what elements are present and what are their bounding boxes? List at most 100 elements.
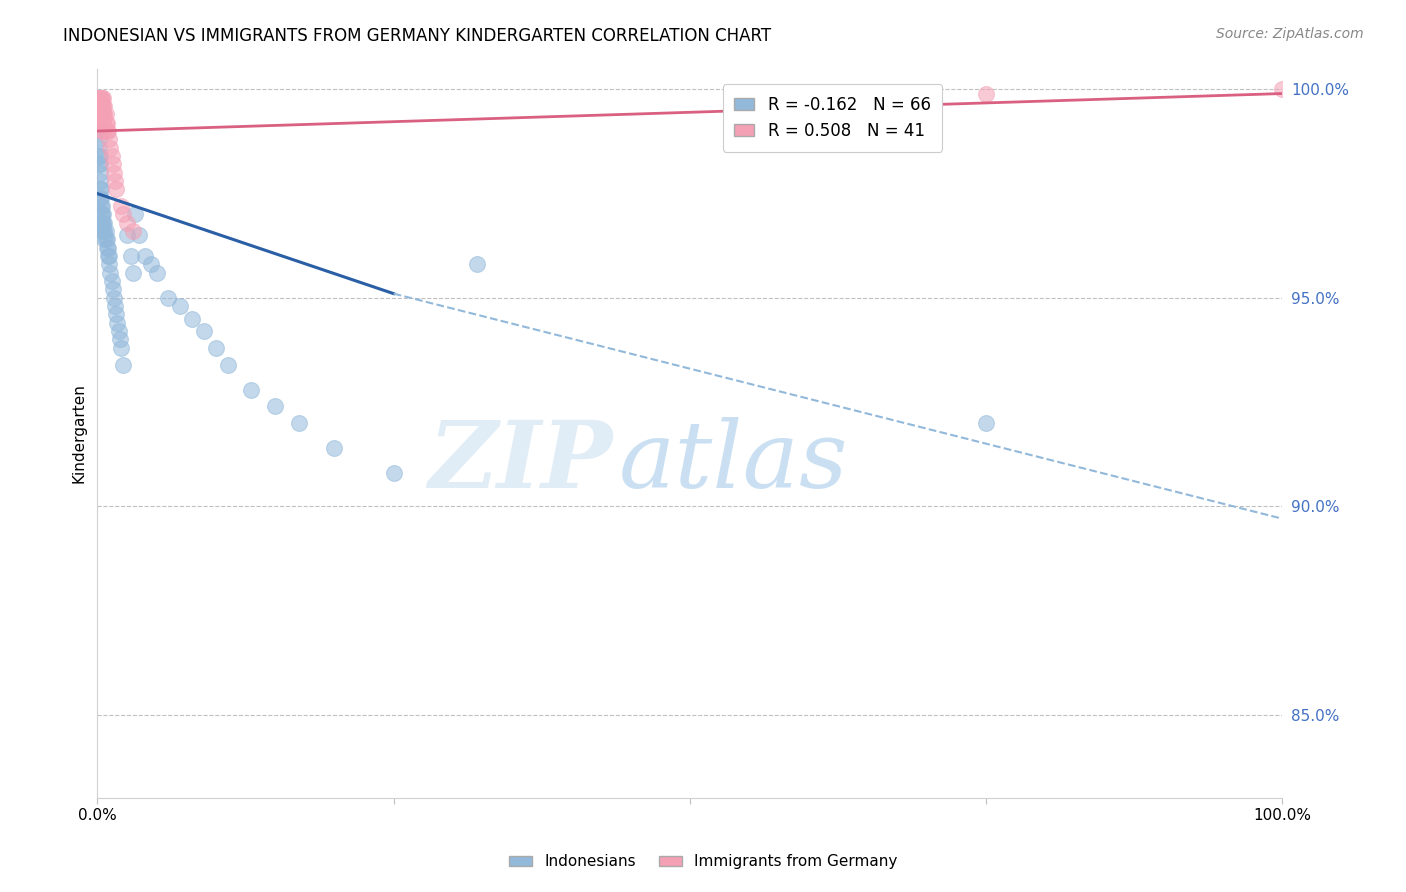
Text: INDONESIAN VS IMMIGRANTS FROM GERMANY KINDERGARTEN CORRELATION CHART: INDONESIAN VS IMMIGRANTS FROM GERMANY KI…: [63, 27, 772, 45]
Point: [91, 216, 114, 230]
Text: Source: ZipAtlas.com: Source: ZipAtlas.com: [1216, 27, 1364, 41]
Point: [105, 308, 128, 322]
Point: [90, 216, 112, 230]
Point: [110, 199, 132, 213]
Legend: Indonesians, Immigrants from Germany: Indonesians, Immigrants from Germany: [503, 848, 903, 875]
Point: [100, 141, 122, 155]
Point: [101, 283, 124, 297]
Point: [145, 266, 167, 280]
Point: [264, 399, 287, 413]
Point: [96, 116, 118, 130]
Point: [93, 99, 115, 113]
Point: [323, 441, 346, 455]
Point: [465, 257, 488, 271]
Point: [97, 124, 120, 138]
Point: [91, 199, 114, 213]
Point: [100, 266, 122, 280]
Text: atlas: atlas: [619, 417, 848, 508]
Point: [112, 207, 135, 221]
Point: [87, 124, 110, 138]
Point: [91, 107, 114, 121]
Point: [90, 191, 112, 205]
Point: [115, 228, 138, 243]
Point: [115, 216, 138, 230]
Point: [91, 91, 114, 105]
Point: [124, 207, 146, 221]
Point: [181, 311, 204, 326]
Point: [93, 107, 115, 121]
Point: [93, 232, 115, 246]
Point: [87, 132, 110, 146]
Point: [91, 99, 114, 113]
Point: [90, 107, 112, 121]
Point: [169, 299, 191, 313]
Point: [98, 249, 121, 263]
Point: [90, 99, 112, 113]
Point: [90, 199, 112, 213]
Point: [87, 141, 110, 155]
Point: [94, 107, 117, 121]
Point: [93, 216, 115, 230]
Point: [91, 224, 114, 238]
Point: [91, 124, 114, 138]
Point: [974, 416, 997, 430]
Point: [94, 116, 117, 130]
Point: [94, 224, 117, 238]
Point: [91, 116, 114, 130]
Point: [87, 107, 110, 121]
Point: [107, 324, 129, 338]
Point: [105, 182, 128, 196]
Point: [107, 316, 129, 330]
Point: [104, 174, 127, 188]
Point: [205, 341, 228, 355]
Point: [89, 191, 111, 205]
Point: [91, 116, 114, 130]
Point: [96, 241, 118, 255]
Point: [87, 116, 110, 130]
Point: [90, 182, 112, 196]
Point: [97, 249, 120, 263]
Point: [128, 228, 150, 243]
Point: [89, 157, 111, 171]
Point: [90, 91, 112, 105]
Point: [89, 174, 111, 188]
Point: [91, 207, 114, 221]
Point: [89, 116, 111, 130]
Point: [101, 157, 124, 171]
Legend: R = -0.162   N = 66, R = 0.508   N = 41: R = -0.162 N = 66, R = 0.508 N = 41: [723, 84, 942, 152]
Point: [96, 124, 118, 138]
Point: [98, 132, 121, 146]
Point: [120, 249, 142, 263]
Point: [139, 257, 162, 271]
Y-axis label: Kindergarten: Kindergarten: [72, 384, 86, 483]
Point: [122, 224, 145, 238]
Point: [89, 99, 111, 113]
Point: [89, 91, 111, 105]
Point: [288, 416, 311, 430]
Point: [89, 166, 111, 180]
Point: [100, 274, 122, 288]
Point: [122, 266, 145, 280]
Point: [89, 107, 111, 121]
Point: [134, 249, 156, 263]
Point: [91, 124, 114, 138]
Point: [108, 333, 131, 347]
Point: [382, 466, 405, 480]
Point: [96, 232, 118, 246]
Point: [87, 157, 110, 171]
Point: [94, 232, 117, 246]
Point: [91, 91, 114, 105]
Point: [103, 291, 125, 305]
Point: [104, 299, 127, 313]
Point: [90, 207, 112, 221]
Point: [110, 341, 132, 355]
Point: [93, 224, 115, 238]
Point: [1271, 82, 1294, 96]
Point: [103, 166, 125, 180]
Point: [91, 107, 114, 121]
Point: [193, 324, 215, 338]
Point: [87, 99, 110, 113]
Point: [87, 91, 110, 105]
Point: [91, 207, 114, 221]
Point: [240, 383, 263, 397]
